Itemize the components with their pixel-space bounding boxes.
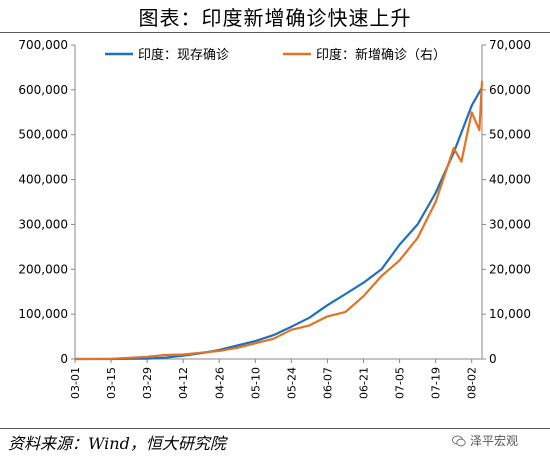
chart-title: 图表：印度新增确诊快速上升 <box>138 6 412 30</box>
right-tick-label: 60,000 <box>489 83 531 97</box>
right-tick-label: 40,000 <box>489 173 531 187</box>
x-tick-label: 06-07 <box>321 367 334 399</box>
wechat-icon <box>452 435 466 446</box>
left-tick-label: 500,000 <box>18 128 68 142</box>
x-tick-label: 06-21 <box>358 367 371 399</box>
legend-label: 印度：新增确诊（右） <box>316 47 446 63</box>
x-tick-label: 04-12 <box>177 367 190 399</box>
left-tick-label: 400,000 <box>18 173 68 187</box>
x-tick-label: 07-05 <box>394 367 407 399</box>
legend-label: 印度：现存确诊 <box>138 47 229 63</box>
left-tick-label: 700,000 <box>18 38 68 52</box>
x-tick-label: 05-10 <box>249 367 262 399</box>
x-tick-label: 07-19 <box>430 367 443 399</box>
line-chart: 0 100,000 200,000 300,000 400,000 500,000 600,… <box>18 38 531 399</box>
x-tick-label: 04-26 <box>213 367 226 399</box>
footer-divider <box>0 428 550 429</box>
right-tick-label: 30,000 <box>489 217 531 231</box>
left-tick-label: 0 <box>60 352 68 366</box>
right-tick-label: 0 <box>489 352 497 366</box>
left-tick-label: 200,000 <box>18 262 68 276</box>
title-divider <box>0 32 550 33</box>
watermark-label: 泽平宏观 <box>470 434 519 448</box>
axes: 0 100,000 200,000 300,000 400,000 500,000 600,… <box>18 38 531 399</box>
right-tick-label: 20,000 <box>489 262 531 276</box>
left-tick-label: 600,000 <box>18 83 68 97</box>
x-tick-label: 03-29 <box>141 367 154 399</box>
series-line-active-cases <box>75 87 483 361</box>
series-layer <box>74 80 484 361</box>
right-tick-label: 10,000 <box>489 307 531 321</box>
legend: 印度：现存确诊 印度：新增确诊（右） <box>105 47 446 63</box>
x-tick-label: 03-01 <box>69 367 82 399</box>
left-tick-label: 100,000 <box>18 307 68 321</box>
x-tick-label: 05-24 <box>285 367 298 399</box>
x-tick-label: 03-15 <box>105 367 118 399</box>
watermark: 泽平宏观 <box>452 432 518 449</box>
source-note: 资料来源：Wind，恒大研究院 <box>8 434 226 453</box>
left-tick-label: 300,000 <box>18 217 68 231</box>
right-tick-label: 70,000 <box>489 38 531 52</box>
x-tick-label: 08-02 <box>466 367 479 399</box>
series-line-new-cases <box>74 80 484 361</box>
right-tick-label: 50,000 <box>489 128 531 142</box>
